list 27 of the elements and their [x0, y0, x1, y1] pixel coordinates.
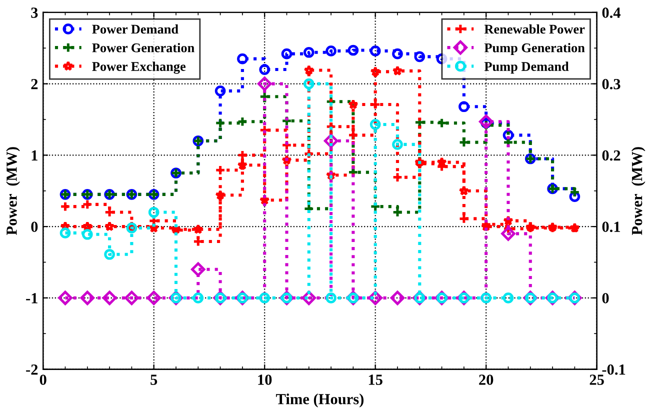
legend-label: Pump Demand — [484, 62, 569, 74]
y2-tick-label: 0 — [602, 293, 609, 304]
x-tick-label: 0 — [40, 374, 46, 385]
y2-tick-label: 0.2 — [602, 150, 620, 161]
legend-label: Power Demand — [92, 24, 178, 34]
x-tick-label: 20 — [479, 374, 494, 385]
y-tick-label: -2 — [26, 364, 38, 375]
x-tick-label: 10 — [258, 374, 272, 385]
legend-label: Power Exchange — [92, 62, 186, 74]
legend-label: Power Generation — [92, 43, 194, 52]
y-tick-label: -1 — [26, 293, 38, 304]
y-tick-label: 2 — [31, 78, 38, 90]
legend-label: Renewable Power — [484, 24, 585, 34]
y2-tick-label: 0.4 — [602, 8, 621, 18]
y2-tick-label: 0.1 — [602, 222, 620, 232]
y-tick-label: 1 — [32, 150, 38, 160]
y2-axis-title: Power (MW) — [631, 147, 646, 235]
y2-tick-label: -0.1 — [602, 364, 626, 375]
y-tick-label: 3 — [31, 8, 38, 18]
x-tick-label: 5 — [150, 374, 158, 385]
y-tick-label: 0 — [31, 222, 38, 232]
legend-label: Pump Generation — [484, 43, 585, 55]
x-tick-label: 15 — [368, 374, 382, 385]
y-axis-title: Power (MW) — [6, 147, 20, 235]
y2-tick-label: 0.3 — [602, 78, 620, 90]
x-axis-title: Time (Hours) — [276, 394, 364, 408]
x-tick-label: 25 — [590, 374, 604, 385]
